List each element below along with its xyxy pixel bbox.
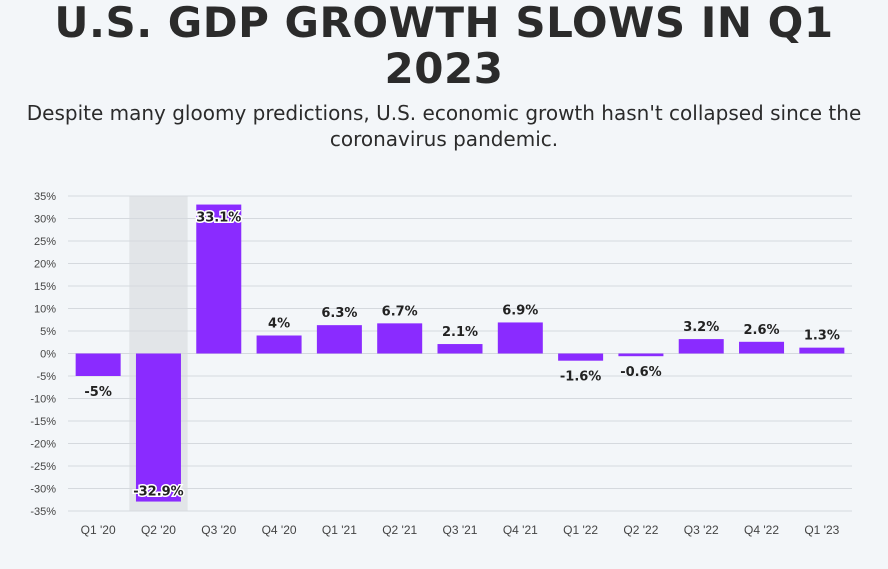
data-label: 2.6% [744,323,780,338]
data-label: -32.9% [133,485,184,500]
data-label: 33.1% [196,211,241,226]
bar [377,323,423,354]
bar [75,353,121,376]
data-label: 6.7% [382,304,418,319]
x-tick-label: Q1 '22 [563,523,598,537]
x-tick-label: Q2 '20 [141,523,176,537]
y-tick-label: 35% [34,191,56,203]
data-label: -5% [84,385,111,400]
bar [618,353,664,357]
x-tick-label: Q2 '22 [623,523,658,537]
y-tick-label: -30% [30,484,56,496]
x-tick-label: Q4 '22 [744,523,779,537]
bar [437,344,483,354]
bar [799,347,845,354]
x-tick-label: Q1 '20 [81,523,116,537]
y-tick-label: -25% [30,461,56,473]
chart-title: U.S. GDP GROWTH SLOWS IN Q1 2023 [54,0,834,93]
x-tick-label: Q3 '21 [443,523,478,537]
bar [739,341,785,354]
data-label: 6.9% [502,303,538,318]
bar [196,204,242,354]
bar [497,322,543,354]
x-tick-label: Q2 '21 [382,523,417,537]
y-tick-label: -20% [30,439,56,451]
x-tick-label: Q3 '20 [201,523,236,537]
y-tick-label: 30% [34,214,56,226]
x-axis-ticks: Q1 '20 Q2 '20 Q3 '20 Q4 '20 Q1 '21 Q2 '21 Q3 '… [81,523,840,537]
data-label: 1.3% [804,329,840,344]
y-tick-label: 0% [40,349,56,361]
y-tick-label: 20% [34,259,56,271]
data-label: -1.6% [560,370,601,385]
data-label: -0.6% [620,365,661,380]
x-tick-label: Q3 '22 [684,523,719,537]
bar [135,353,181,502]
bar [678,339,724,354]
y-tick-label: -15% [30,416,56,428]
y-tick-label: -10% [30,394,56,406]
y-tick-label: 15% [34,281,56,293]
y-tick-label: -35% [30,506,56,518]
bar [316,325,362,354]
data-label: 2.1% [442,325,478,340]
y-tick-label: -5% [36,371,56,383]
x-tick-label: Q4 '21 [503,523,538,537]
bar-layer [75,204,845,502]
x-tick-label: Q1 '21 [322,523,357,537]
data-label-layer: -5% -32.9% 33.1% 4% 6.3% 6.7% 2.1% 6.9% -1.6% -0.… [84,209,840,501]
x-tick-label: Q4 '20 [262,523,297,537]
chart-subtitle: Despite many gloomy predictions, U.S. ec… [26,101,862,151]
data-label: 4% [268,317,290,332]
data-label: 3.2% [683,320,719,335]
y-axis-ticks: 35% 30% 25% 20% 15% 10% 5% 0% -5% -10% -15% -20% -25… [30,191,56,518]
y-tick-label: 5% [40,326,56,338]
x-tick-label: Q1 '23 [804,523,839,537]
bar [256,335,302,354]
bar [558,353,604,361]
data-label: 6.3% [321,306,357,321]
y-tick-label: 25% [34,236,56,248]
y-tick-label: 10% [34,304,56,316]
